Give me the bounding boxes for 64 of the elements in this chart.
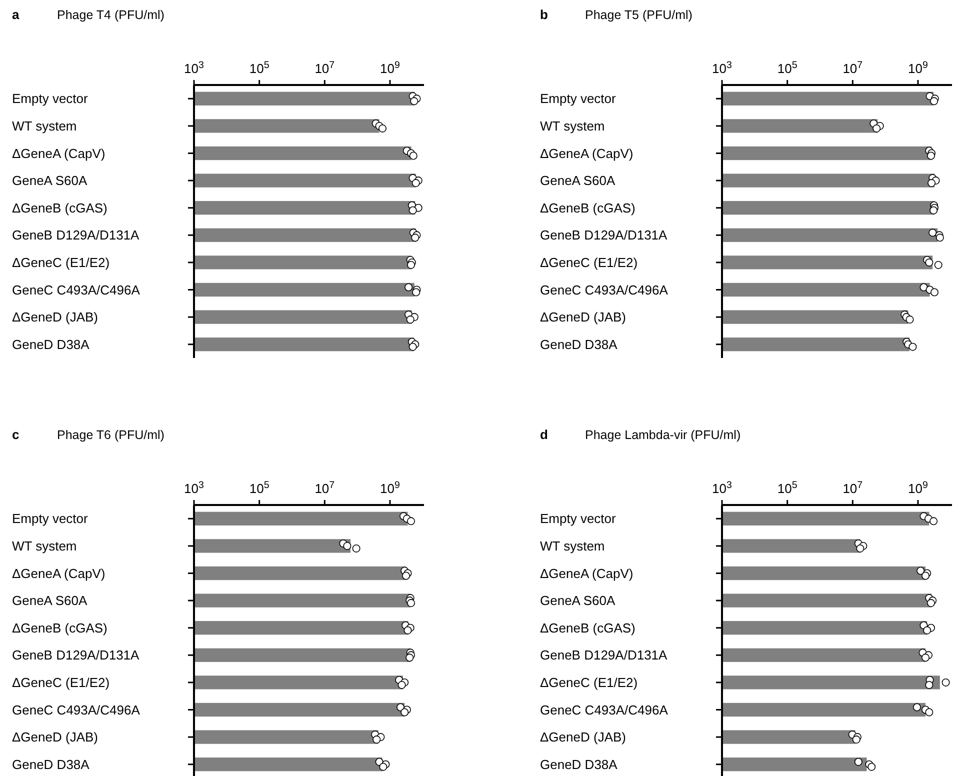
y-tick-label: ΔGeneB (cGAS)	[12, 200, 108, 216]
x-tick-label: 10$^{9}$	[908, 60, 928, 76]
y-tick-label: WT system	[540, 538, 605, 554]
y-tick-label: ΔGeneA (CapV)	[12, 146, 106, 161]
y-tick-label: GeneB D129A/D131A	[12, 228, 140, 243]
x-tick-label: 10$^{9}$	[380, 480, 400, 496]
x-tick-label: 10$^{3}$	[712, 60, 732, 76]
y-tick-label: GeneB D129A/D131A	[12, 648, 140, 663]
y-tick-label: GeneC C493A/C496A	[12, 282, 140, 298]
y-tick-label: ΔGeneB (cGAS)	[540, 620, 636, 636]
x-tick-label: 10$^{7}$	[314, 60, 335, 76]
x-tick-label: 10$^{7}$	[842, 60, 863, 76]
text: c	[12, 427, 20, 442]
x-tick-label: 10$^{5}$	[249, 480, 270, 496]
x-tick-label: 10$^{9}$	[908, 480, 928, 496]
y-tick-label: Empty vector	[12, 511, 89, 526]
y-tick-label: GeneA S60A	[12, 593, 88, 608]
text: d	[540, 427, 548, 442]
y-tick-label: Empty vector	[540, 511, 617, 526]
x-tick-label: 10$^{5}$	[249, 60, 270, 76]
x-tick-label: 10$^{7}$	[842, 480, 863, 496]
y-tick-label: GeneB D129A/D131A	[540, 648, 668, 663]
chart-title: Phage Lambda-vir (PFU/ml)	[585, 428, 741, 442]
y-tick-label: GeneD D38A	[12, 336, 90, 352]
y-tick-label: GeneC C493A/C496A	[540, 282, 668, 298]
y-tick-label: GeneD D38A	[540, 336, 618, 352]
y-tick-label: ΔGeneD (JAB)	[540, 730, 626, 745]
x-tick-label: 10$^{9}$	[380, 60, 400, 76]
x-tick-label: 10$^{3}$	[184, 480, 204, 496]
y-tick-label: GeneA S60A	[540, 173, 616, 188]
y-tick-label: ΔGeneC (E1/E2)	[12, 254, 110, 270]
y-tick-label: ΔGeneD (JAB)	[12, 730, 98, 745]
y-tick-label: WT system	[12, 538, 77, 554]
y-tick-label: Empty vector	[12, 91, 89, 106]
x-tick-label: 10$^{3}$	[712, 480, 732, 496]
y-tick-label: ΔGeneB (cGAS)	[12, 620, 108, 636]
y-tick-label: GeneB D129A/D131A	[540, 228, 668, 243]
y-tick-label: ΔGeneC (E1/E2)	[540, 674, 638, 690]
y-tick-label: ΔGeneD (JAB)	[540, 310, 626, 325]
y-tick-label: GeneC C493A/C496A	[12, 702, 140, 718]
y-tick-label: WT system	[540, 118, 605, 134]
text: b	[540, 7, 548, 22]
x-tick-label: 10$^{5}$	[777, 480, 798, 496]
text: a	[12, 7, 20, 22]
x-tick-label: 10$^{3}$	[184, 60, 204, 76]
y-tick-label: ΔGeneA (CapV)	[540, 566, 634, 581]
y-tick-label: ΔGeneA (CapV)	[540, 146, 634, 161]
chart-title: Phage T6 (PFU/ml)	[57, 428, 164, 442]
x-tick-label: 10$^{5}$	[777, 60, 798, 76]
y-tick-label: Empty vector	[540, 91, 617, 106]
chart-title: Phage T5 (PFU/ml)	[585, 8, 692, 22]
y-tick-label: GeneC C493A/C496A	[540, 702, 668, 718]
y-tick-label: ΔGeneC (E1/E2)	[12, 674, 110, 690]
y-tick-label: ΔGeneB (cGAS)	[540, 200, 636, 216]
x-tick-label: 10$^{7}$	[314, 480, 335, 496]
y-tick-label: GeneA S60A	[540, 593, 616, 608]
y-tick-label: GeneA S60A	[12, 173, 88, 188]
y-tick-label: ΔGeneC (E1/E2)	[540, 254, 638, 270]
y-tick-label: ΔGeneA (CapV)	[12, 566, 106, 581]
y-tick-label: WT system	[12, 118, 77, 134]
y-tick-label: ΔGeneD (JAB)	[12, 310, 98, 325]
chart-title: Phage T4 (PFU/ml)	[57, 8, 164, 22]
y-tick-label: GeneD D38A	[12, 756, 90, 772]
y-tick-label: GeneD D38A	[540, 756, 618, 772]
